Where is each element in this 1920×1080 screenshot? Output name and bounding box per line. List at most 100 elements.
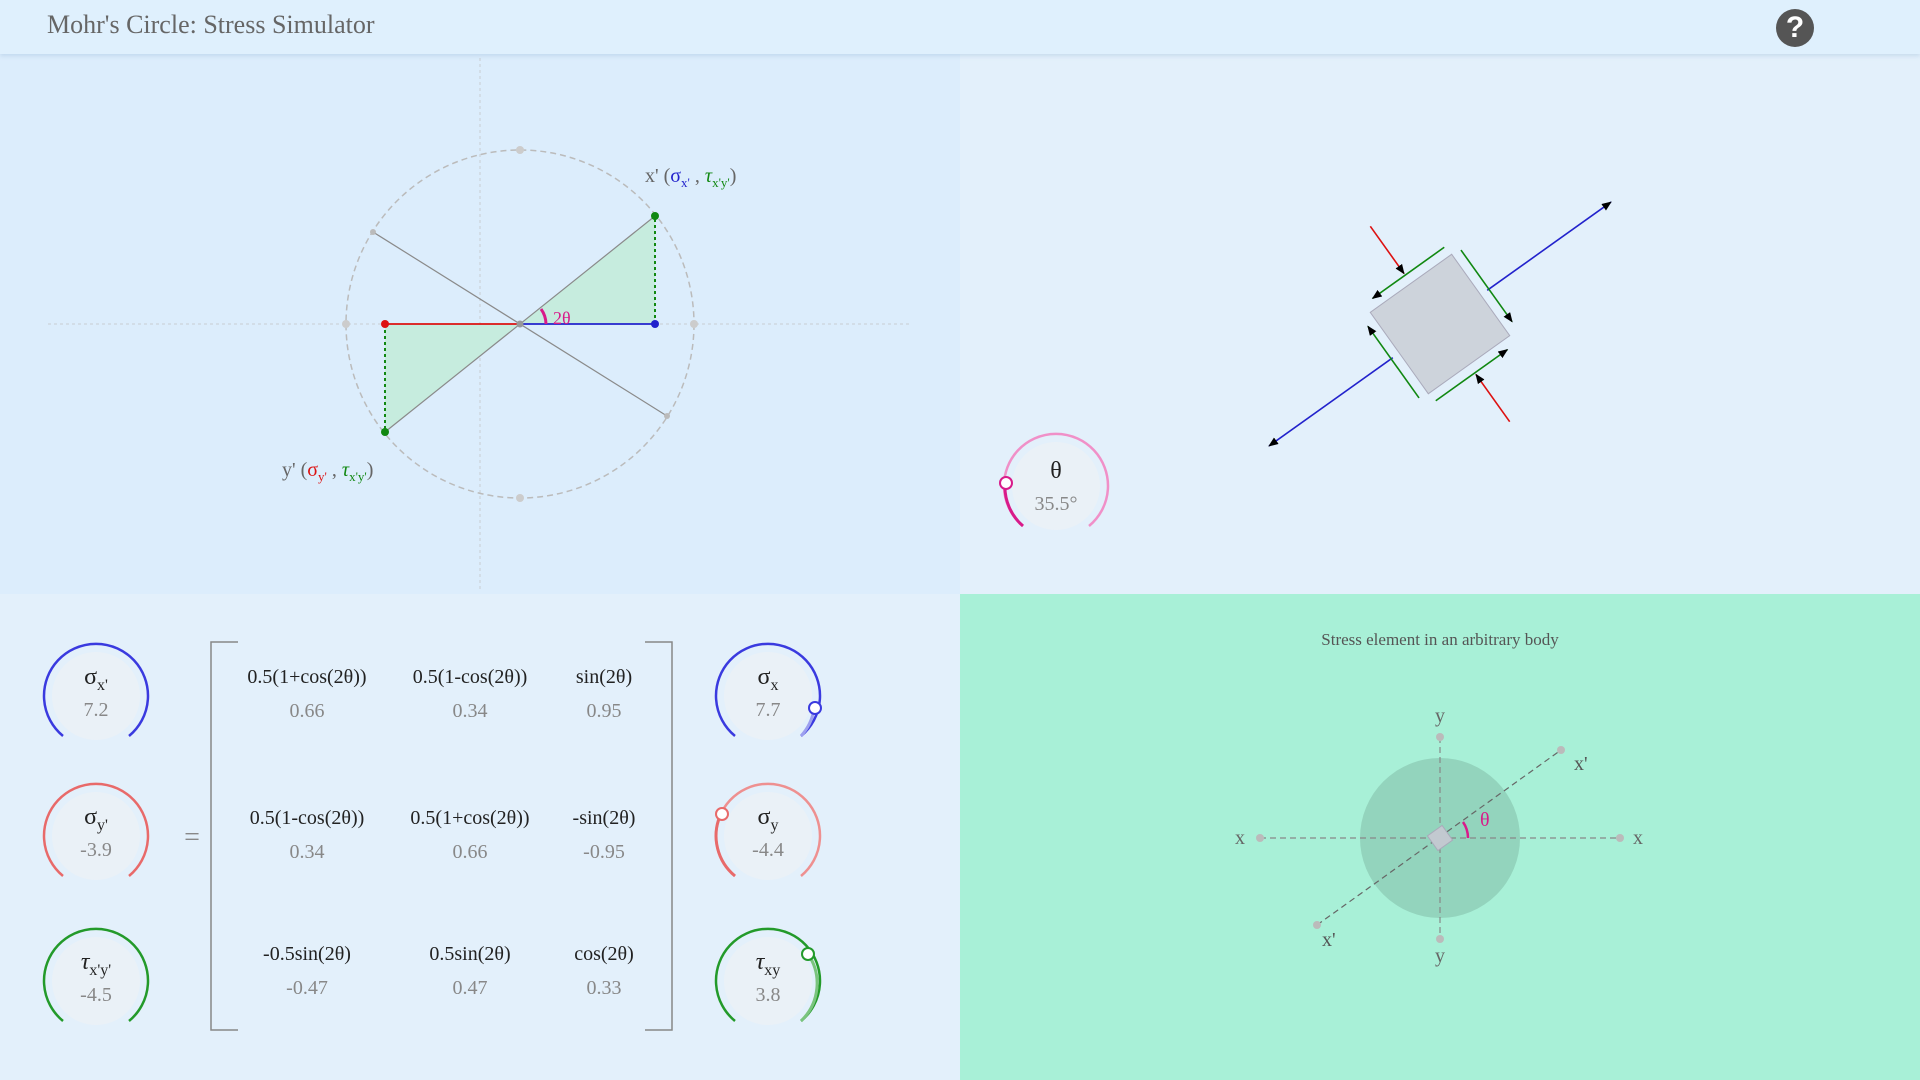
dial-track [714, 927, 822, 1022]
two-theta-arc [539, 308, 548, 325]
x-prime-point[interactable] [651, 212, 659, 220]
axis-end-point [1436, 733, 1444, 741]
input-dial-sigma-x[interactable]: σx 7.7 [714, 642, 822, 740]
axis-end-point [1256, 834, 1264, 842]
matrix-formula: -0.5sin(2θ) [263, 943, 351, 965]
x-prime-label-bottom: x' [1322, 929, 1336, 951]
tau-arrow [1367, 325, 1420, 399]
matrix-formula: -sin(2θ) [572, 807, 636, 829]
output-dial-sigma-y-prime: σy' -3.9 [42, 782, 150, 880]
matrix-value: 0.34 [452, 700, 488, 722]
tau-arrow [1371, 246, 1445, 300]
matrix-right-bracket [645, 641, 673, 1031]
circle-bottom-point [516, 494, 524, 502]
x-axis-label-left: x [1235, 827, 1245, 849]
matrix-value: -0.95 [583, 841, 625, 863]
matrix-formula: 0.5sin(2θ) [429, 943, 511, 965]
transformation-graphics: σx' 7.2 σy' -3.9 τx'y' -4.5 = σx 7.7 [42, 641, 822, 1031]
principal-end-point [664, 413, 670, 419]
input-value-sigma-y: -4.4 [752, 839, 784, 861]
input-dial-sigma-y[interactable]: σy -4.4 [714, 782, 822, 880]
svg-text:σx: σx [758, 664, 779, 694]
matrix-value: 0.66 [452, 841, 488, 863]
matrix-formula: 0.5(1+cos(2θ)) [247, 666, 367, 688]
y-axis-label-top: y [1435, 705, 1445, 727]
matrix-formula: 0.5(1+cos(2θ)) [410, 807, 530, 829]
sigma-x-prime-arrow [1268, 357, 1394, 447]
dial-progress [714, 815, 736, 878]
two-theta-label: 2θ [553, 308, 571, 328]
tau-arrow [1435, 348, 1509, 402]
theta-dial[interactable]: θ 35.5° [999, 432, 1110, 530]
matrix-formula: 0.5(1-cos(2θ)) [412, 666, 528, 688]
theta-symbol: θ [1050, 458, 1062, 484]
output-sub: x' [97, 677, 108, 694]
svg-text:σy': σy' [84, 804, 108, 834]
input-symbol: σ [758, 664, 771, 690]
input-sub: x [770, 677, 778, 694]
matrix-formula: 0.5(1-cos(2θ)) [249, 807, 365, 829]
output-sub: x'y' [89, 962, 111, 979]
body-title: Stress element in an arbitrary body [1321, 630, 1559, 649]
y-prime-label: y' (σy' , τx'y') [282, 459, 373, 484]
rotated-element-square [1369, 253, 1511, 395]
axis-end-point [1616, 834, 1624, 842]
dial-arc [42, 782, 150, 877]
svg-text:τx'y': τx'y' [81, 949, 111, 979]
dial-arc [42, 927, 150, 1022]
app-title: Mohr's Circle: Stress Simulator [47, 10, 375, 39]
sigma-x-dial-handle[interactable] [808, 701, 822, 715]
body-axes-drawing: θ x x y y x' x' [1235, 705, 1643, 967]
matrix-value: -0.47 [286, 977, 328, 999]
small-stress-element [1426, 824, 1454, 852]
output-symbol: σ [84, 664, 97, 690]
circle-top-point [516, 146, 524, 154]
dial-arc [42, 642, 150, 737]
equals-sign: = [184, 822, 200, 853]
axis-end-point [1313, 921, 1321, 929]
matrix-formula: cos(2θ) [574, 943, 634, 965]
app-header: Mohr's Circle: Stress Simulator ? [0, 0, 1920, 54]
help-button[interactable]: ? [1776, 9, 1814, 47]
theta-dial-face [1012, 442, 1100, 530]
stress-element-panel: θ 35.5° [960, 54, 1920, 594]
output-value-sigma-y-prime: -3.9 [80, 839, 112, 861]
matrix-left-bracket [210, 641, 238, 1031]
input-dial-tau-xy[interactable]: τxy 3.8 [714, 927, 822, 1025]
theta-value: 35.5° [1035, 493, 1078, 515]
theta-arc [1461, 821, 1470, 839]
y-axis-label-bottom: y [1435, 945, 1445, 967]
output-dial-sigma-x-prime: σx' 7.2 [42, 642, 150, 740]
output-symbol: σ [84, 804, 97, 830]
sigma-y-prime-arrow [1369, 225, 1405, 275]
output-sub: y' [97, 817, 108, 834]
principal-end-point [370, 229, 376, 235]
mohr-circle-plot: 2θ x' (σx' , τx'y') y' (σy' , τx'y') [48, 58, 910, 590]
output-symbol: τ [81, 949, 91, 975]
matrix-value: 0.34 [289, 841, 325, 863]
input-sub: xy [764, 962, 780, 979]
matrix-value: 0.33 [586, 977, 622, 999]
sigma-y-prime-arrow [1475, 373, 1511, 423]
circle-center [516, 320, 524, 328]
circle-left-point [342, 320, 350, 328]
theta-label: θ [1480, 809, 1490, 831]
sigma-y-point [381, 320, 389, 328]
x-prime-label: x' (σx' , τx'y') [645, 165, 736, 190]
axis-end-point [1557, 746, 1565, 754]
y-prime-point[interactable] [381, 428, 389, 436]
tau-xy-dial-handle[interactable] [801, 947, 815, 961]
sigma-y-dial-handle[interactable] [715, 807, 729, 821]
mohr-circle-panel: 2θ x' (σx' , τx'y') y' (σy' , τx'y') [0, 54, 960, 594]
circle-right-point [690, 320, 698, 328]
transformation-panel: σx' 7.2 σy' -3.9 τx'y' -4.5 = σx 7.7 [0, 594, 960, 1080]
x-axis-label-right: x [1633, 827, 1643, 849]
input-sub: y [770, 817, 778, 834]
matrix-value: 0.95 [586, 700, 622, 722]
matrix-value: 0.47 [452, 977, 488, 999]
dial-remaining [799, 953, 819, 1023]
theta-dial-handle[interactable] [999, 476, 1013, 490]
output-value-tau: -4.5 [80, 984, 112, 1006]
svg-text:τxy: τxy [756, 949, 781, 979]
arbitrary-body-panel: Stress element in an arbitrary body θ x … [960, 594, 1920, 1080]
